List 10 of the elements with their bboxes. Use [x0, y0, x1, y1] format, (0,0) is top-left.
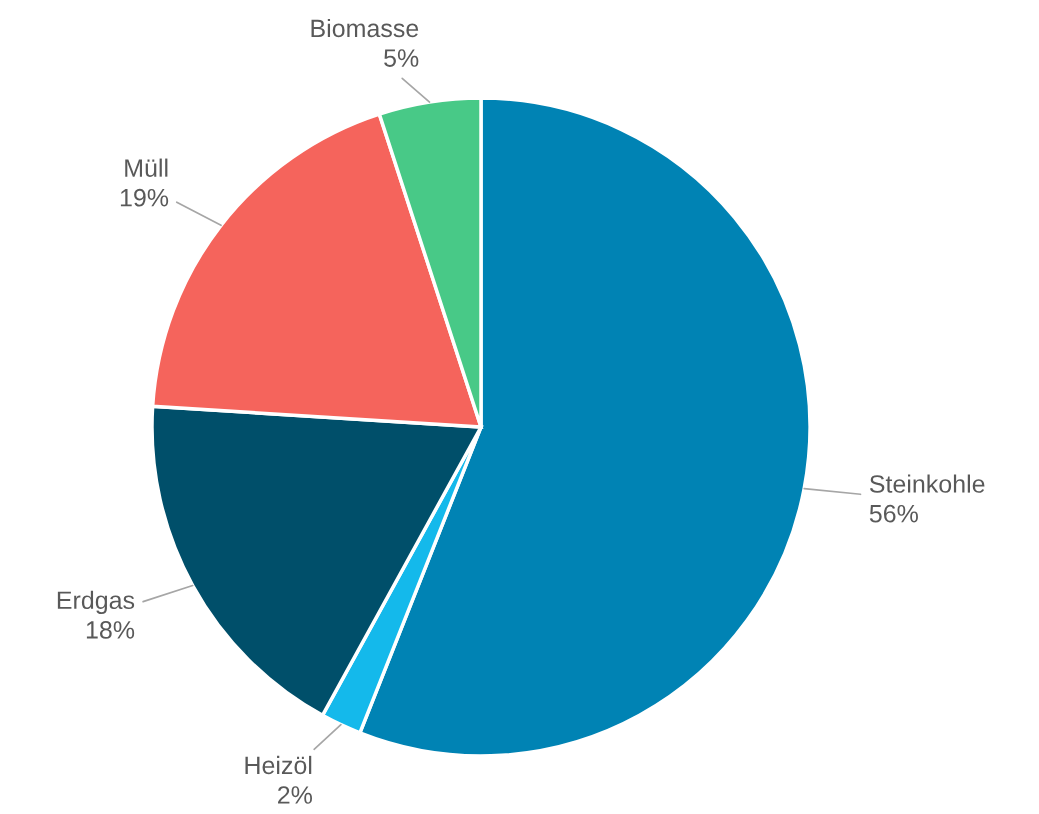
data-label: 2% — [278, 786, 313, 804]
slice-label: Biomasse — [311, 18, 419, 38]
data-label: 56% — [869, 504, 918, 523]
data-label: 5% — [384, 49, 419, 67]
data-label: 19% — [120, 188, 169, 207]
slice-label: Steinkohle — [869, 474, 985, 493]
data-label: 18% — [86, 621, 135, 639]
slice-label: Erdgas — [57, 590, 135, 615]
slice-label: Müll — [125, 158, 168, 177]
slice-label: Heizöl — [245, 755, 312, 775]
